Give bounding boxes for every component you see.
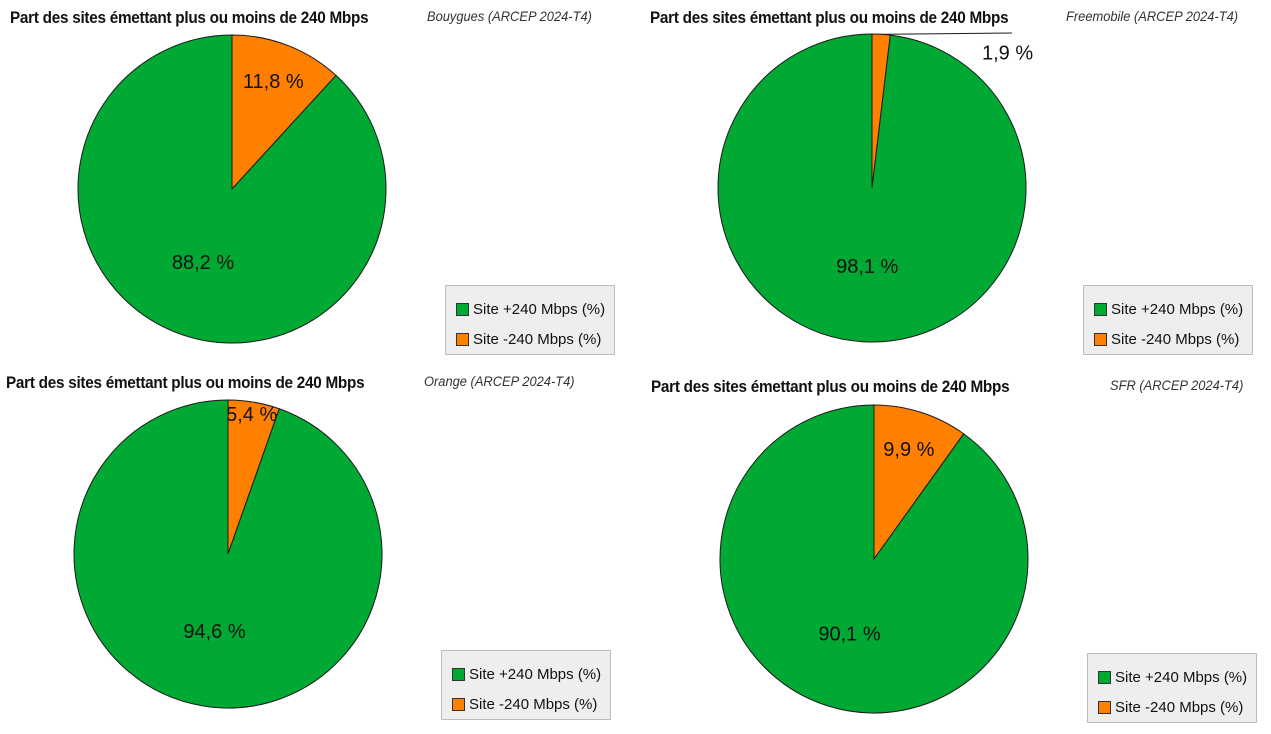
legend-swatch-orange [1098, 700, 1111, 714]
legend-swatch-green [1098, 670, 1111, 684]
legend-label: Site +240 Mbps (%) [473, 300, 606, 318]
chart-source: Bouygues (ARCEP 2024-T4) [427, 8, 592, 24]
label-plus-240: 88,2 % [172, 252, 234, 274]
legend-label: Site -240 Mbps (%) [473, 330, 602, 348]
chart-panel-bouygues: Part des sites émettant plus ou moins de… [0, 0, 635, 367]
pie-chart: 11,8 % 88,2 % [77, 34, 387, 344]
legend-item: Site +240 Mbps (%) [1098, 662, 1256, 692]
chart-title: Part des sites émettant plus ou moins de… [6, 373, 365, 392]
legend-label: Site -240 Mbps (%) [1115, 698, 1244, 716]
legend-label: Site +240 Mbps (%) [1115, 668, 1248, 686]
label-minus-240: 9,9 % [883, 439, 934, 461]
legend: Site +240 Mbps (%) Site -240 Mbps (%) [441, 650, 611, 720]
slice-plus-240 [77, 34, 387, 344]
label-plus-240: 94,6 % [183, 621, 245, 643]
chart-panel-freemobile: Part des sites émettant plus ou moins de… [636, 0, 1271, 367]
slice-minus-240 [231, 34, 337, 191]
legend-item: Site +240 Mbps (%) [456, 294, 614, 324]
legend-swatch-green [456, 302, 469, 316]
legend-swatch-green [452, 667, 465, 681]
label-minus-240: 1,9 % [982, 42, 1033, 64]
chart-title: Part des sites émettant plus ou moins de… [650, 8, 1009, 27]
label-plus-240: 98,1 % [836, 256, 898, 278]
chart-title: Part des sites émettant plus ou moins de… [10, 8, 369, 27]
legend-label: Site +240 Mbps (%) [469, 665, 602, 683]
leader-line [881, 32, 1013, 35]
chart-source: SFR (ARCEP 2024-T4) [1110, 377, 1244, 393]
legend-item: Site +240 Mbps (%) [452, 659, 610, 689]
pie-chart: 1,9 % 98,1 % [717, 32, 1033, 343]
chart-panel-orange: Part des sites émettant plus ou moins de… [0, 367, 635, 734]
legend-swatch-orange [1094, 332, 1107, 346]
legend-label: Site +240 Mbps (%) [1111, 300, 1244, 318]
chart-source: Freemobile (ARCEP 2024-T4) [1066, 8, 1239, 24]
legend-item: Site -240 Mbps (%) [456, 324, 614, 354]
legend: Site +240 Mbps (%) Site -240 Mbps (%) [1087, 653, 1257, 723]
chart-panel-sfr: Part des sites émettant plus ou moins de… [636, 367, 1271, 734]
legend: Site +240 Mbps (%) Site -240 Mbps (%) [1083, 285, 1253, 355]
legend-item: Site +240 Mbps (%) [1094, 294, 1252, 324]
slice-plus-240 [719, 404, 1029, 714]
legend-item: Site -240 Mbps (%) [452, 689, 610, 719]
legend: Site +240 Mbps (%) Site -240 Mbps (%) [445, 285, 615, 355]
legend-swatch-orange [456, 332, 469, 346]
pie-chart: 9,9 % 90,1 % [719, 404, 1029, 714]
label-plus-240: 90,1 % [818, 624, 880, 646]
chart-source: Orange (ARCEP 2024-T4) [424, 373, 575, 389]
slice-plus-240 [73, 399, 383, 709]
legend-label: Site -240 Mbps (%) [469, 695, 598, 713]
legend-item: Site -240 Mbps (%) [1098, 692, 1256, 722]
legend-item: Site -240 Mbps (%) [1094, 324, 1252, 354]
slice-plus-240 [717, 33, 1027, 343]
pie-chart: 5,4 % 94,6 % [73, 399, 383, 709]
legend-swatch-green [1094, 302, 1107, 316]
slice-minus-240 [873, 404, 965, 561]
legend-swatch-orange [452, 697, 465, 711]
chart-title: Part des sites émettant plus ou moins de… [651, 377, 1010, 396]
label-minus-240: 11,8 % [243, 71, 304, 93]
label-minus-240: 5,4 % [226, 404, 277, 426]
legend-label: Site -240 Mbps (%) [1111, 330, 1240, 348]
